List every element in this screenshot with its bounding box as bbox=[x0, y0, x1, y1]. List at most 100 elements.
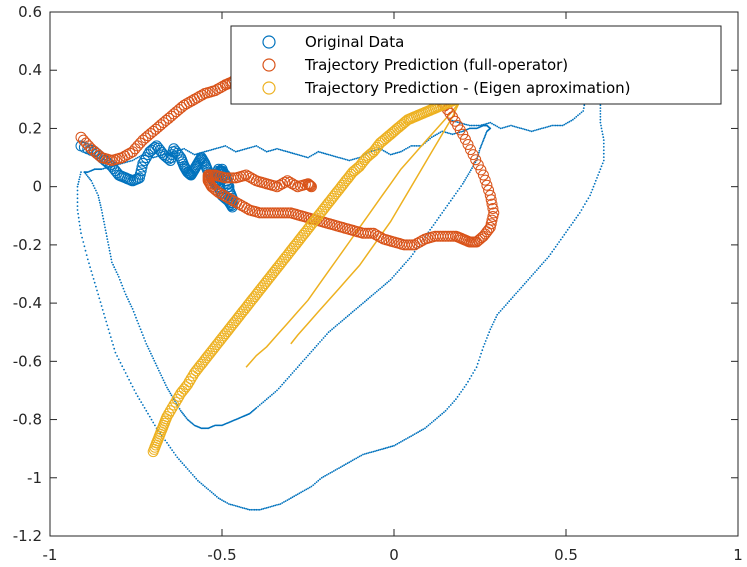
data-point bbox=[188, 470, 191, 472]
data-point bbox=[482, 345, 485, 348]
data-point bbox=[386, 446, 388, 449]
data-point bbox=[188, 150, 191, 153]
data-point bbox=[360, 454, 363, 457]
data-point bbox=[168, 399, 180, 411]
data-point bbox=[117, 358, 120, 361]
legend-label: Original Data bbox=[305, 33, 404, 51]
data-point bbox=[481, 179, 493, 191]
data-point bbox=[391, 153, 394, 156]
data-point bbox=[231, 504, 234, 506]
data-point bbox=[401, 239, 413, 251]
data-point bbox=[212, 492, 215, 495]
data-point bbox=[600, 124, 602, 127]
data-point bbox=[558, 241, 560, 243]
data-point bbox=[234, 505, 237, 507]
data-point bbox=[449, 404, 452, 406]
data-point bbox=[456, 190, 459, 192]
data-point bbox=[142, 334, 144, 336]
data-point bbox=[121, 149, 133, 161]
data-point bbox=[99, 201, 101, 204]
data-point bbox=[125, 295, 128, 298]
data-point bbox=[488, 331, 491, 334]
data-point bbox=[167, 444, 170, 447]
data-point bbox=[221, 499, 223, 501]
data-point bbox=[470, 154, 482, 166]
data-point bbox=[575, 216, 578, 219]
data-point bbox=[386, 151, 388, 154]
data-point bbox=[236, 150, 239, 153]
data-point bbox=[590, 191, 593, 194]
data-point bbox=[511, 125, 514, 127]
data-point bbox=[559, 124, 562, 127]
data-point bbox=[401, 149, 404, 152]
data-point bbox=[315, 344, 318, 347]
data-point bbox=[134, 313, 136, 316]
data-point bbox=[344, 463, 347, 466]
data-point bbox=[293, 152, 296, 155]
legend-marker bbox=[262, 35, 276, 49]
data-point bbox=[529, 277, 531, 279]
data-point bbox=[592, 185, 595, 188]
data-point bbox=[277, 503, 280, 506]
data-point bbox=[122, 287, 125, 290]
data-point bbox=[121, 284, 124, 287]
data-point bbox=[516, 126, 519, 129]
data-point bbox=[150, 352, 152, 355]
data-point bbox=[322, 475, 325, 478]
data-point bbox=[257, 405, 259, 408]
data-point bbox=[338, 467, 340, 469]
data-point bbox=[107, 244, 110, 246]
data-point bbox=[530, 275, 533, 277]
data-point bbox=[145, 409, 148, 412]
data-point bbox=[257, 146, 259, 148]
data-point bbox=[379, 448, 382, 451]
data-point bbox=[80, 171, 82, 174]
y-tick-label: 0.6 bbox=[18, 3, 42, 21]
data-point bbox=[308, 352, 311, 355]
data-point bbox=[193, 475, 196, 478]
data-point bbox=[271, 393, 273, 396]
data-point bbox=[327, 331, 330, 334]
data-point bbox=[484, 340, 487, 342]
data-point bbox=[245, 147, 248, 150]
data-point bbox=[117, 276, 120, 278]
data-point bbox=[602, 146, 605, 148]
data-point bbox=[129, 303, 132, 305]
data-point bbox=[279, 176, 291, 188]
data-point bbox=[217, 147, 220, 149]
data-point bbox=[355, 157, 358, 160]
data-point bbox=[300, 491, 302, 494]
data-point bbox=[542, 127, 545, 129]
data-point bbox=[185, 466, 187, 468]
data-point bbox=[546, 126, 548, 128]
data-point bbox=[331, 328, 333, 331]
data-point bbox=[314, 482, 316, 485]
data-point bbox=[116, 273, 119, 276]
data-point bbox=[307, 354, 309, 357]
data-point bbox=[413, 145, 416, 147]
data-point bbox=[219, 146, 222, 149]
data-point bbox=[131, 308, 134, 310]
data-point bbox=[602, 156, 605, 159]
data-point bbox=[97, 194, 100, 197]
data-point bbox=[156, 367, 159, 369]
data-point bbox=[97, 196, 100, 199]
data-point bbox=[296, 153, 299, 156]
data-point bbox=[339, 321, 342, 323]
data-point bbox=[484, 123, 487, 125]
data-point bbox=[193, 153, 196, 156]
data-point bbox=[375, 449, 378, 452]
data-point bbox=[453, 400, 456, 402]
data-point bbox=[400, 267, 402, 270]
data-point bbox=[379, 287, 382, 290]
data-point bbox=[111, 261, 113, 264]
data-point bbox=[327, 153, 330, 156]
data-point bbox=[470, 124, 473, 127]
data-point bbox=[158, 369, 160, 372]
data-point bbox=[582, 107, 585, 109]
data-point bbox=[186, 149, 189, 152]
data-point bbox=[448, 132, 450, 135]
y-tick-label: 0 bbox=[32, 178, 42, 196]
data-point bbox=[518, 288, 521, 291]
data-point bbox=[179, 409, 182, 412]
